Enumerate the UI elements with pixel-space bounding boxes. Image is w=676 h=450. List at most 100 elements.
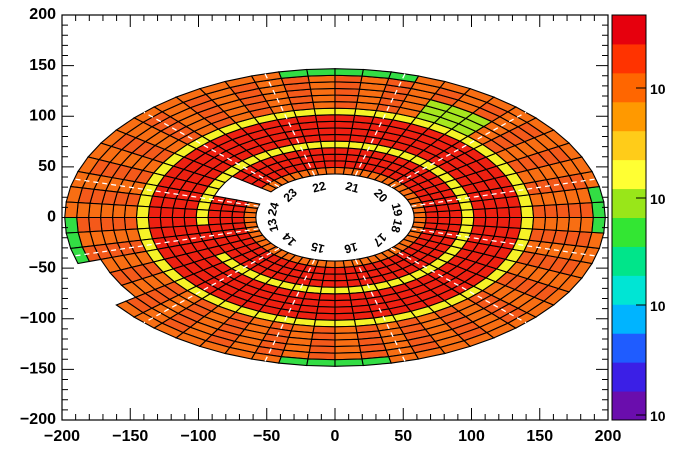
y-tick-label: 200	[29, 6, 56, 23]
x-tick-label: −50	[253, 428, 280, 445]
y-tick-label: 50	[38, 158, 56, 175]
heatmap-cell	[306, 68, 336, 77]
palette-swatch	[612, 15, 646, 45]
heatmap-cell	[76, 216, 91, 233]
heatmap-cell	[231, 210, 245, 219]
palette-frame	[611, 14, 647, 421]
heatmap-cell	[484, 207, 499, 219]
heatmap-cell	[314, 312, 336, 321]
heatmap-cell	[219, 210, 234, 219]
heatmap-cell	[111, 216, 127, 231]
sector-label: 19	[389, 201, 406, 218]
y-tick-label: 150	[29, 57, 56, 74]
heatmap-cell	[520, 205, 535, 219]
heatmap-cell	[322, 273, 336, 282]
heatmap-cell	[322, 153, 336, 162]
heatmap-cell	[319, 140, 336, 149]
heatmap-cell	[99, 216, 115, 232]
heatmap-cell	[334, 299, 353, 308]
x-tick-label: 100	[458, 428, 485, 445]
heatmap-cell	[99, 203, 115, 219]
heatmap-cell	[171, 207, 186, 219]
heatmap-cell	[334, 273, 348, 282]
heatmap-cell	[413, 216, 427, 224]
heatmap-cell	[334, 140, 351, 149]
palette-tick-label: 10	[650, 191, 666, 207]
heatmap-cell	[64, 201, 79, 219]
heatmap-cell	[147, 206, 162, 219]
sector-boundary	[264, 259, 316, 362]
heatmap-cell	[555, 203, 571, 219]
heatmap-cell	[334, 147, 349, 156]
palette-swatch	[612, 159, 646, 190]
heatmap-cell	[243, 211, 257, 219]
palette-swatch	[612, 101, 646, 132]
sector-label: 16	[342, 239, 359, 256]
sector-label: 18	[388, 218, 405, 235]
heatmap-cell	[319, 286, 336, 295]
heatmap-cell	[313, 107, 336, 116]
heatmap-cell	[334, 160, 347, 169]
sector-label: 24	[265, 200, 282, 217]
heatmap-cell	[334, 68, 364, 77]
heatmap-cell	[508, 206, 523, 219]
palette-tick-label: 10	[650, 408, 666, 424]
heatmap-cell	[314, 114, 336, 123]
heatmap-cell	[460, 216, 475, 227]
x-tick-label: 200	[595, 428, 622, 445]
heatmap-cell	[579, 202, 594, 219]
palette-swatch	[612, 188, 646, 218]
heatmap-cell	[531, 204, 547, 219]
heatmap-cell	[323, 266, 336, 275]
heatmap-cell	[508, 216, 523, 229]
y-axis-ticks: 200 150 100 50 0 −50 −100 −150 −200	[20, 6, 608, 428]
sector-boundary	[73, 178, 259, 207]
heatmap-cell	[123, 204, 139, 219]
heatmap-cell	[567, 202, 582, 219]
heatmap-cell	[334, 279, 349, 288]
heatmap-cell	[334, 292, 352, 302]
sector-label: 17	[370, 230, 390, 250]
sector-label: 14	[279, 230, 299, 250]
heatmap-cell	[425, 216, 439, 225]
heatmap-cell	[324, 260, 336, 269]
y-tick-label: −200	[20, 411, 56, 428]
heatmap-cell	[591, 216, 606, 234]
heatmap-cell	[316, 306, 336, 315]
sector-boundary	[354, 73, 406, 176]
palette-tick-label: 10	[650, 298, 666, 314]
heatmap-cell	[334, 133, 352, 143]
heatmap-cell	[567, 216, 582, 233]
heatmap-cell	[313, 319, 336, 328]
heatmap-cell	[520, 216, 535, 230]
heatmap-cell	[334, 114, 356, 123]
x-tick-label: 50	[394, 428, 412, 445]
heatmap-cell	[88, 216, 103, 233]
palette-tick-label: 10	[650, 81, 666, 97]
x-axis-ticks: −200 −150 −100 −50 0 50 100 150 200	[44, 15, 621, 445]
heatmap-cell	[448, 216, 463, 226]
sector-label: 23	[281, 185, 301, 205]
heatmap-cell	[195, 216, 210, 227]
heatmap-cell	[183, 208, 198, 219]
heatmap-cell	[147, 216, 162, 229]
heatmap-cell	[531, 216, 547, 231]
heatmap-cell	[316, 120, 336, 129]
heatmap-cell	[334, 266, 347, 275]
heatmap-cell	[135, 205, 150, 219]
heatmap-cell	[317, 127, 336, 136]
heatmap-cell	[334, 286, 351, 295]
palette-swatch	[612, 275, 646, 305]
heatmap-cell	[321, 147, 336, 156]
sector-label: 21	[344, 179, 361, 196]
heatmap-cell	[159, 206, 174, 219]
palette-swatch	[612, 130, 646, 161]
heatmap-cell	[321, 279, 336, 288]
heatmap-cell	[111, 204, 127, 219]
heatmap-cell	[334, 306, 354, 315]
sector-boundary	[143, 247, 280, 324]
heatmap-cell	[436, 216, 451, 225]
heatmap-cell	[334, 319, 357, 328]
